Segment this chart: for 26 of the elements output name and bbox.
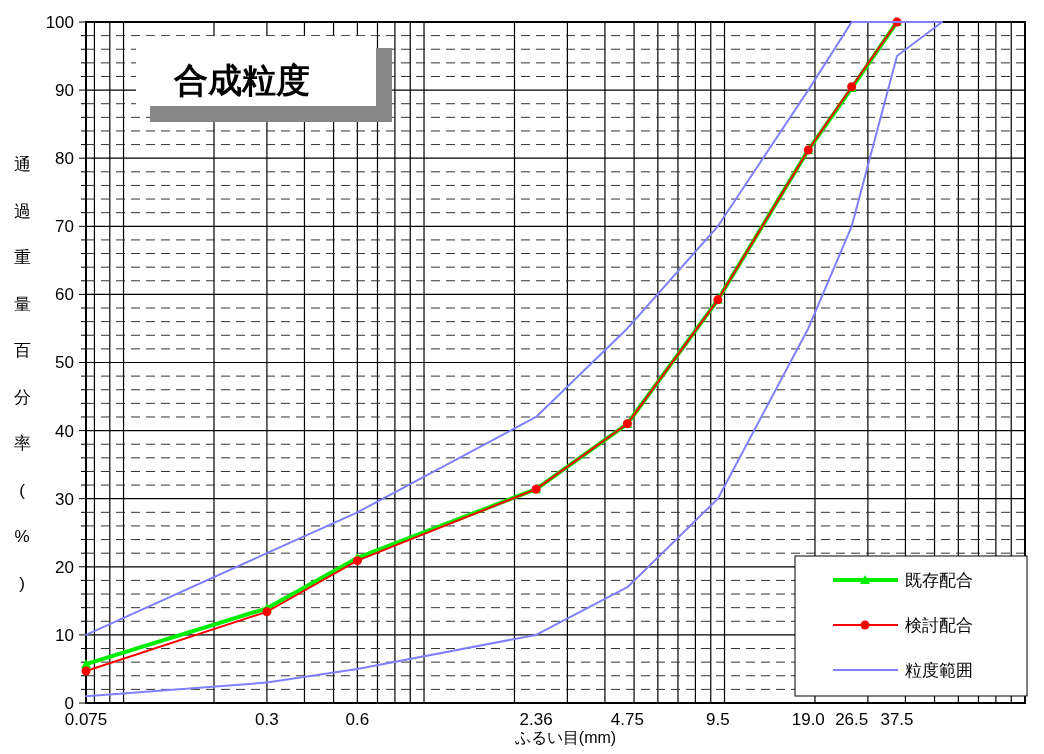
y-tick-label: 30 bbox=[55, 489, 74, 509]
y-tick-label: 0 bbox=[64, 693, 74, 713]
x-tick-label: 26.5 bbox=[835, 710, 869, 729]
text: 通過重量百分率(%) bbox=[13, 155, 31, 593]
y-tick-label: 70 bbox=[55, 217, 74, 237]
y-tick-label: 50 bbox=[55, 353, 74, 373]
y-tick-label: 90 bbox=[55, 81, 74, 101]
x-tick-label: 19.0 bbox=[791, 710, 825, 729]
y-tick-label: 20 bbox=[55, 557, 74, 577]
y-tick-label: 60 bbox=[55, 285, 74, 305]
x-tick-label: 0.3 bbox=[255, 710, 279, 729]
x-tick-label: 2.36 bbox=[519, 710, 553, 729]
x-tick-label: 9.5 bbox=[706, 710, 730, 729]
y-tick-label: 80 bbox=[55, 149, 74, 169]
legend-label: 検討配合 bbox=[905, 615, 973, 635]
x-axis-title: ふるい目(mm) bbox=[513, 729, 617, 746]
legend-label: 既存配合 bbox=[905, 570, 973, 590]
y-tick-label: 40 bbox=[55, 421, 74, 441]
y-tick-label: 100 bbox=[45, 12, 74, 32]
text: 合成粒度 bbox=[173, 61, 310, 99]
x-tick-label: 0.6 bbox=[345, 710, 370, 729]
legend-label: 粒度範囲 bbox=[905, 660, 973, 680]
y-tick-label: 10 bbox=[55, 625, 74, 645]
x-tick-label: 37.5 bbox=[880, 710, 914, 729]
x-tick-label: 0.075 bbox=[64, 710, 108, 729]
x-tick-label: 4.75 bbox=[610, 710, 644, 729]
